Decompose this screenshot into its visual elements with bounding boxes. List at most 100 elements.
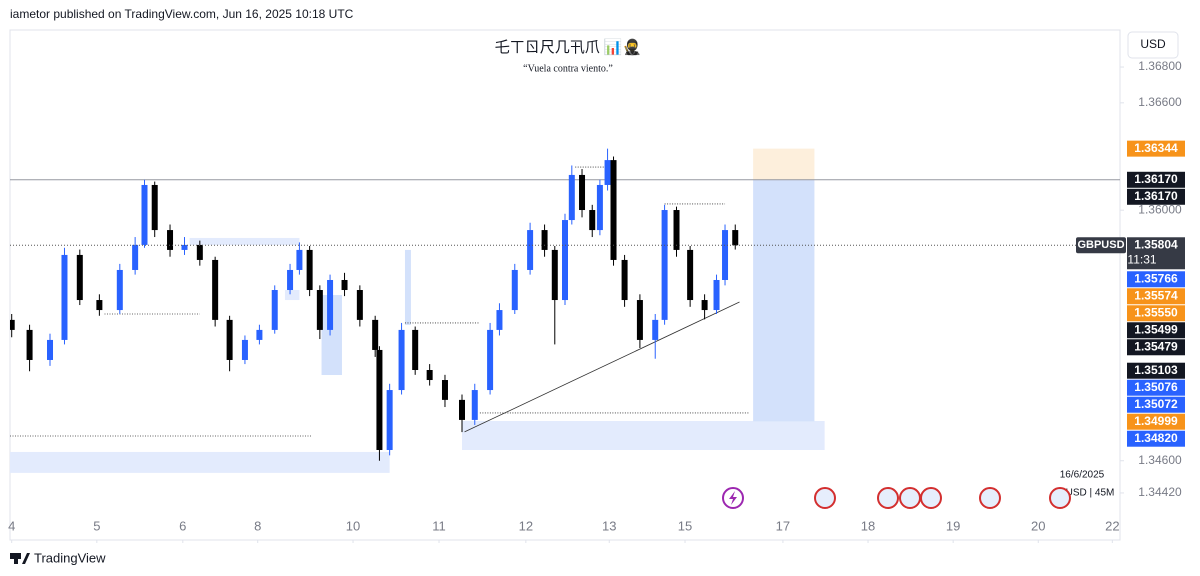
candle-body xyxy=(652,319,659,340)
event-icon[interactable] xyxy=(979,487,1001,509)
symbol-badge xyxy=(1076,237,1126,254)
candle-body xyxy=(722,230,729,280)
candle-body xyxy=(386,390,393,450)
price-badge xyxy=(1127,188,1185,205)
interval-label: USD | 45M xyxy=(1066,488,1115,499)
footer: TradingView xyxy=(34,550,106,565)
zone xyxy=(753,148,815,180)
currency-button[interactable] xyxy=(1127,31,1179,59)
price-badge-label: 1.35499 xyxy=(1134,322,1178,336)
x-tick-label: 8 xyxy=(254,518,261,533)
symbol-badge-label: GBPUSD xyxy=(1077,239,1124,251)
event-icon[interactable] xyxy=(814,487,836,509)
candle-body xyxy=(327,279,334,330)
price-badge-label: 1.35574 xyxy=(1134,288,1178,302)
candle-body xyxy=(316,290,323,330)
chart-title: 乇ㄒㄖ尺几卂爪 📊🥷 xyxy=(495,38,642,56)
price-badge xyxy=(1127,362,1185,379)
event-icon[interactable] xyxy=(899,487,921,509)
candle-body xyxy=(132,244,139,270)
price-badge-label: 1.34999 xyxy=(1134,414,1178,428)
candle-body xyxy=(496,310,503,330)
zone xyxy=(462,421,825,450)
candle-body xyxy=(10,319,15,330)
price-badge xyxy=(1127,430,1185,447)
candle-body xyxy=(116,269,123,311)
candle-body xyxy=(701,300,708,311)
candle-body xyxy=(356,290,363,320)
candle-body xyxy=(610,160,617,260)
candle-body xyxy=(398,329,405,391)
candle-body xyxy=(96,300,103,311)
x-tick-label: 17 xyxy=(776,518,790,533)
y-tick-label: 1.34420 xyxy=(1138,485,1182,499)
candle-body xyxy=(76,254,83,301)
x-tick-label: 19 xyxy=(946,518,960,533)
price-badge xyxy=(1127,288,1185,305)
tv-logo xyxy=(10,553,30,564)
currency-button-label[interactable]: USD xyxy=(1140,37,1166,51)
candle-body xyxy=(306,249,313,291)
price-badge-label: 1.35804 xyxy=(1134,237,1178,251)
candle-body xyxy=(271,290,278,330)
candle-body xyxy=(212,259,219,320)
plot-area xyxy=(10,148,1120,473)
price-badge-label: 1.36170 xyxy=(1134,189,1178,203)
header: iametor published on TradingView.com, Ju… xyxy=(10,7,354,21)
y-tick-label: 1.36600 xyxy=(1138,95,1182,109)
candle-body xyxy=(181,244,188,250)
candle-body xyxy=(541,230,548,250)
candle-body xyxy=(151,184,158,231)
event-icon[interactable] xyxy=(920,487,942,509)
price-badge-label: 1.35550 xyxy=(1134,305,1178,319)
candle-body xyxy=(487,329,494,391)
candle-body xyxy=(61,254,68,340)
date-label: 16/6/2025 xyxy=(1060,470,1105,481)
x-tick-label: 20 xyxy=(1031,518,1045,533)
zone xyxy=(189,237,300,245)
candle-body xyxy=(604,160,611,185)
event-icon[interactable] xyxy=(877,487,899,509)
x-tick-label: 11 xyxy=(432,518,446,533)
price-badge xyxy=(1127,271,1185,288)
event-icon[interactable] xyxy=(1049,487,1071,509)
candle-body xyxy=(412,329,419,370)
price-badge-label: 1.35479 xyxy=(1134,339,1178,353)
y-tick-label: 1.34600 xyxy=(1138,453,1182,467)
candle-body xyxy=(579,174,586,211)
candle-body xyxy=(471,390,478,420)
drawing-line xyxy=(464,301,740,433)
candle-body xyxy=(372,319,379,350)
price-badge-label: 1.35072 xyxy=(1134,397,1178,411)
price-badge-label: 1.34820 xyxy=(1134,431,1178,445)
candle-body xyxy=(661,210,668,320)
candle-body xyxy=(459,399,466,420)
price-badge xyxy=(1127,140,1185,157)
countdown-label: 11:31 xyxy=(1127,252,1156,266)
plot-frame xyxy=(9,29,1121,541)
chart-subtitle: “Vuela contra viento.” xyxy=(523,63,613,74)
x-tick-label: 10 xyxy=(346,518,360,533)
candle-body xyxy=(376,349,383,450)
candle-body xyxy=(256,329,263,340)
price-badge xyxy=(1127,339,1185,356)
price-badge-label: 1.36170 xyxy=(1134,172,1178,186)
candle-body xyxy=(226,319,233,360)
x-tick-label: 12 xyxy=(519,518,533,533)
x-tick-label: 5 xyxy=(93,518,100,533)
candle-body xyxy=(426,370,433,381)
candle-body xyxy=(527,230,534,270)
zone xyxy=(321,295,342,376)
candle-body xyxy=(341,279,348,291)
x-tick-label: 22 xyxy=(1105,518,1119,533)
candle-body xyxy=(441,380,448,400)
candle-body xyxy=(167,230,174,250)
zone xyxy=(284,290,300,301)
candle-body xyxy=(636,300,643,340)
candle-body xyxy=(562,220,568,301)
price-badge xyxy=(1127,379,1185,396)
candle-body xyxy=(621,259,628,301)
zone xyxy=(753,179,815,422)
